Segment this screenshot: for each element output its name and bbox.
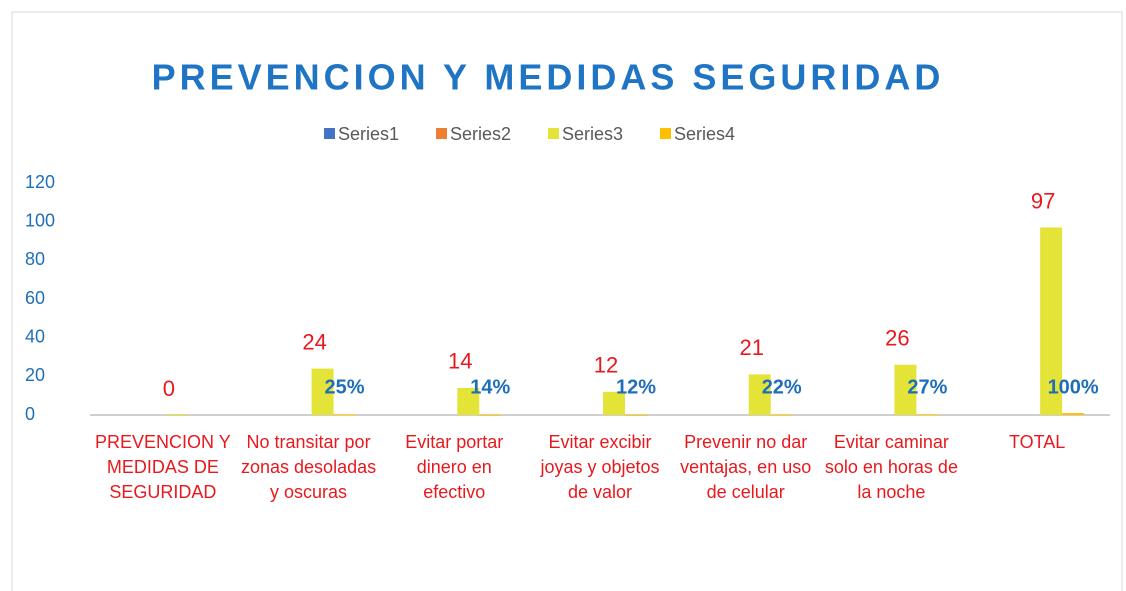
data-label: 0 [163,376,175,401]
x-tick-label: TOTAL [1008,432,1066,452]
data-label: 14 [448,349,472,374]
legend-label: Series3 [562,124,623,144]
data-label: 21 [739,335,763,360]
legend-label: Series2 [450,124,511,144]
bar [625,414,647,416]
legend-swatch [548,128,559,139]
data-label: 97 [1031,188,1055,213]
y-tick-label: 120 [25,172,55,192]
data-label: 26 [885,326,909,351]
data-label: 100% [1048,376,1099,398]
x-tick-label: Evitar portar dinero en efectivo [405,432,504,502]
legend-label: Series4 [674,124,735,144]
x-tick-label: Evitar caminar solo en horas de la noche [824,432,958,502]
legend-swatch [324,128,335,139]
chart-title: PREVENCION Y MEDIDAS SEGURIDAD [152,57,945,98]
bar [165,415,188,416]
bar [479,414,502,416]
y-tick-label: 0 [25,404,35,424]
data-label: 27% [907,376,947,398]
x-tick-label: Evitar excibir joyas y objetos de valor [540,432,660,502]
data-label: 12% [616,376,656,398]
data-label: 14% [470,376,510,398]
x-tick-label: PREVENCION Y MEDIDAS DE SEGURIDAD [95,432,231,502]
y-tick-label: 60 [25,288,45,308]
bar [311,368,334,415]
bar [894,364,917,415]
y-tick-label: 40 [25,326,45,346]
bar [916,414,939,416]
data-label: 12 [594,353,618,378]
legend-swatch [660,128,671,139]
legend-swatch [436,128,447,139]
data-label: 25% [325,376,365,398]
bar [603,391,625,415]
legend-label: Series1 [338,124,399,144]
bar [1040,227,1063,415]
chart-border [11,11,1123,591]
bar [333,414,356,416]
x-tick-label: Prevenir no dar ventajas, en uso de celu… [680,432,812,502]
y-tick-label: 100 [25,210,55,230]
x-tick-label: No transitar por zonas desoladas y oscur… [241,432,377,502]
bar [457,387,480,415]
bar [770,414,793,416]
bar [748,374,771,415]
data-label: 24 [302,329,326,354]
y-tick-label: 80 [25,249,45,269]
bar [1062,413,1085,415]
data-label: 22% [762,376,802,398]
y-tick-label: 20 [25,365,45,385]
